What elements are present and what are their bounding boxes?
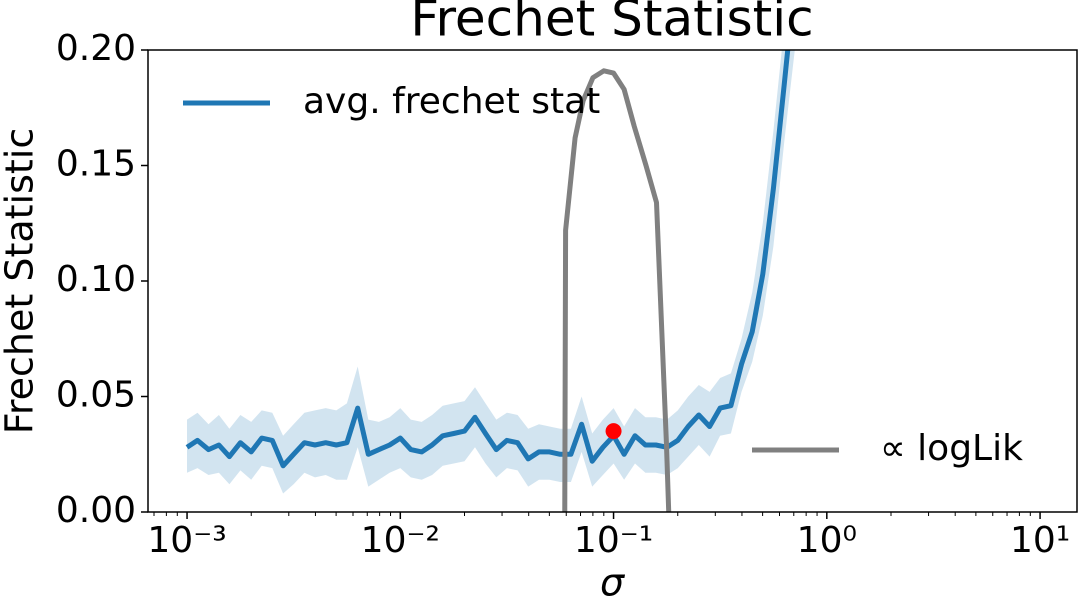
plot-area xyxy=(185,50,795,512)
x-tick-label: 10⁰ xyxy=(797,520,857,561)
chart-title: Frechet Statistic xyxy=(410,0,813,48)
y-axis-label: Frechet Statistic xyxy=(0,128,42,435)
y-tick-label: 0.10 xyxy=(56,259,136,300)
x-tick-label: 10⁻¹ xyxy=(574,520,653,561)
series-line xyxy=(562,68,672,512)
legend-label: ∝ logLik xyxy=(880,428,1023,469)
x-tick-label: 10⁻³ xyxy=(147,520,226,561)
y-tick-label: 0.00 xyxy=(56,490,136,531)
y-tick-label: 0.15 xyxy=(56,144,136,185)
x-tick-label: 10⁻² xyxy=(361,520,440,561)
highlight-point xyxy=(605,423,622,440)
y-tick-label: 0.20 xyxy=(56,28,136,69)
series-line xyxy=(185,50,791,469)
x-tick-label: 10¹ xyxy=(1010,520,1070,561)
y-tick-label: 0.05 xyxy=(56,375,136,416)
x-axis-label: σ xyxy=(600,561,626,605)
legend-label: avg. frechet stat xyxy=(303,81,600,122)
